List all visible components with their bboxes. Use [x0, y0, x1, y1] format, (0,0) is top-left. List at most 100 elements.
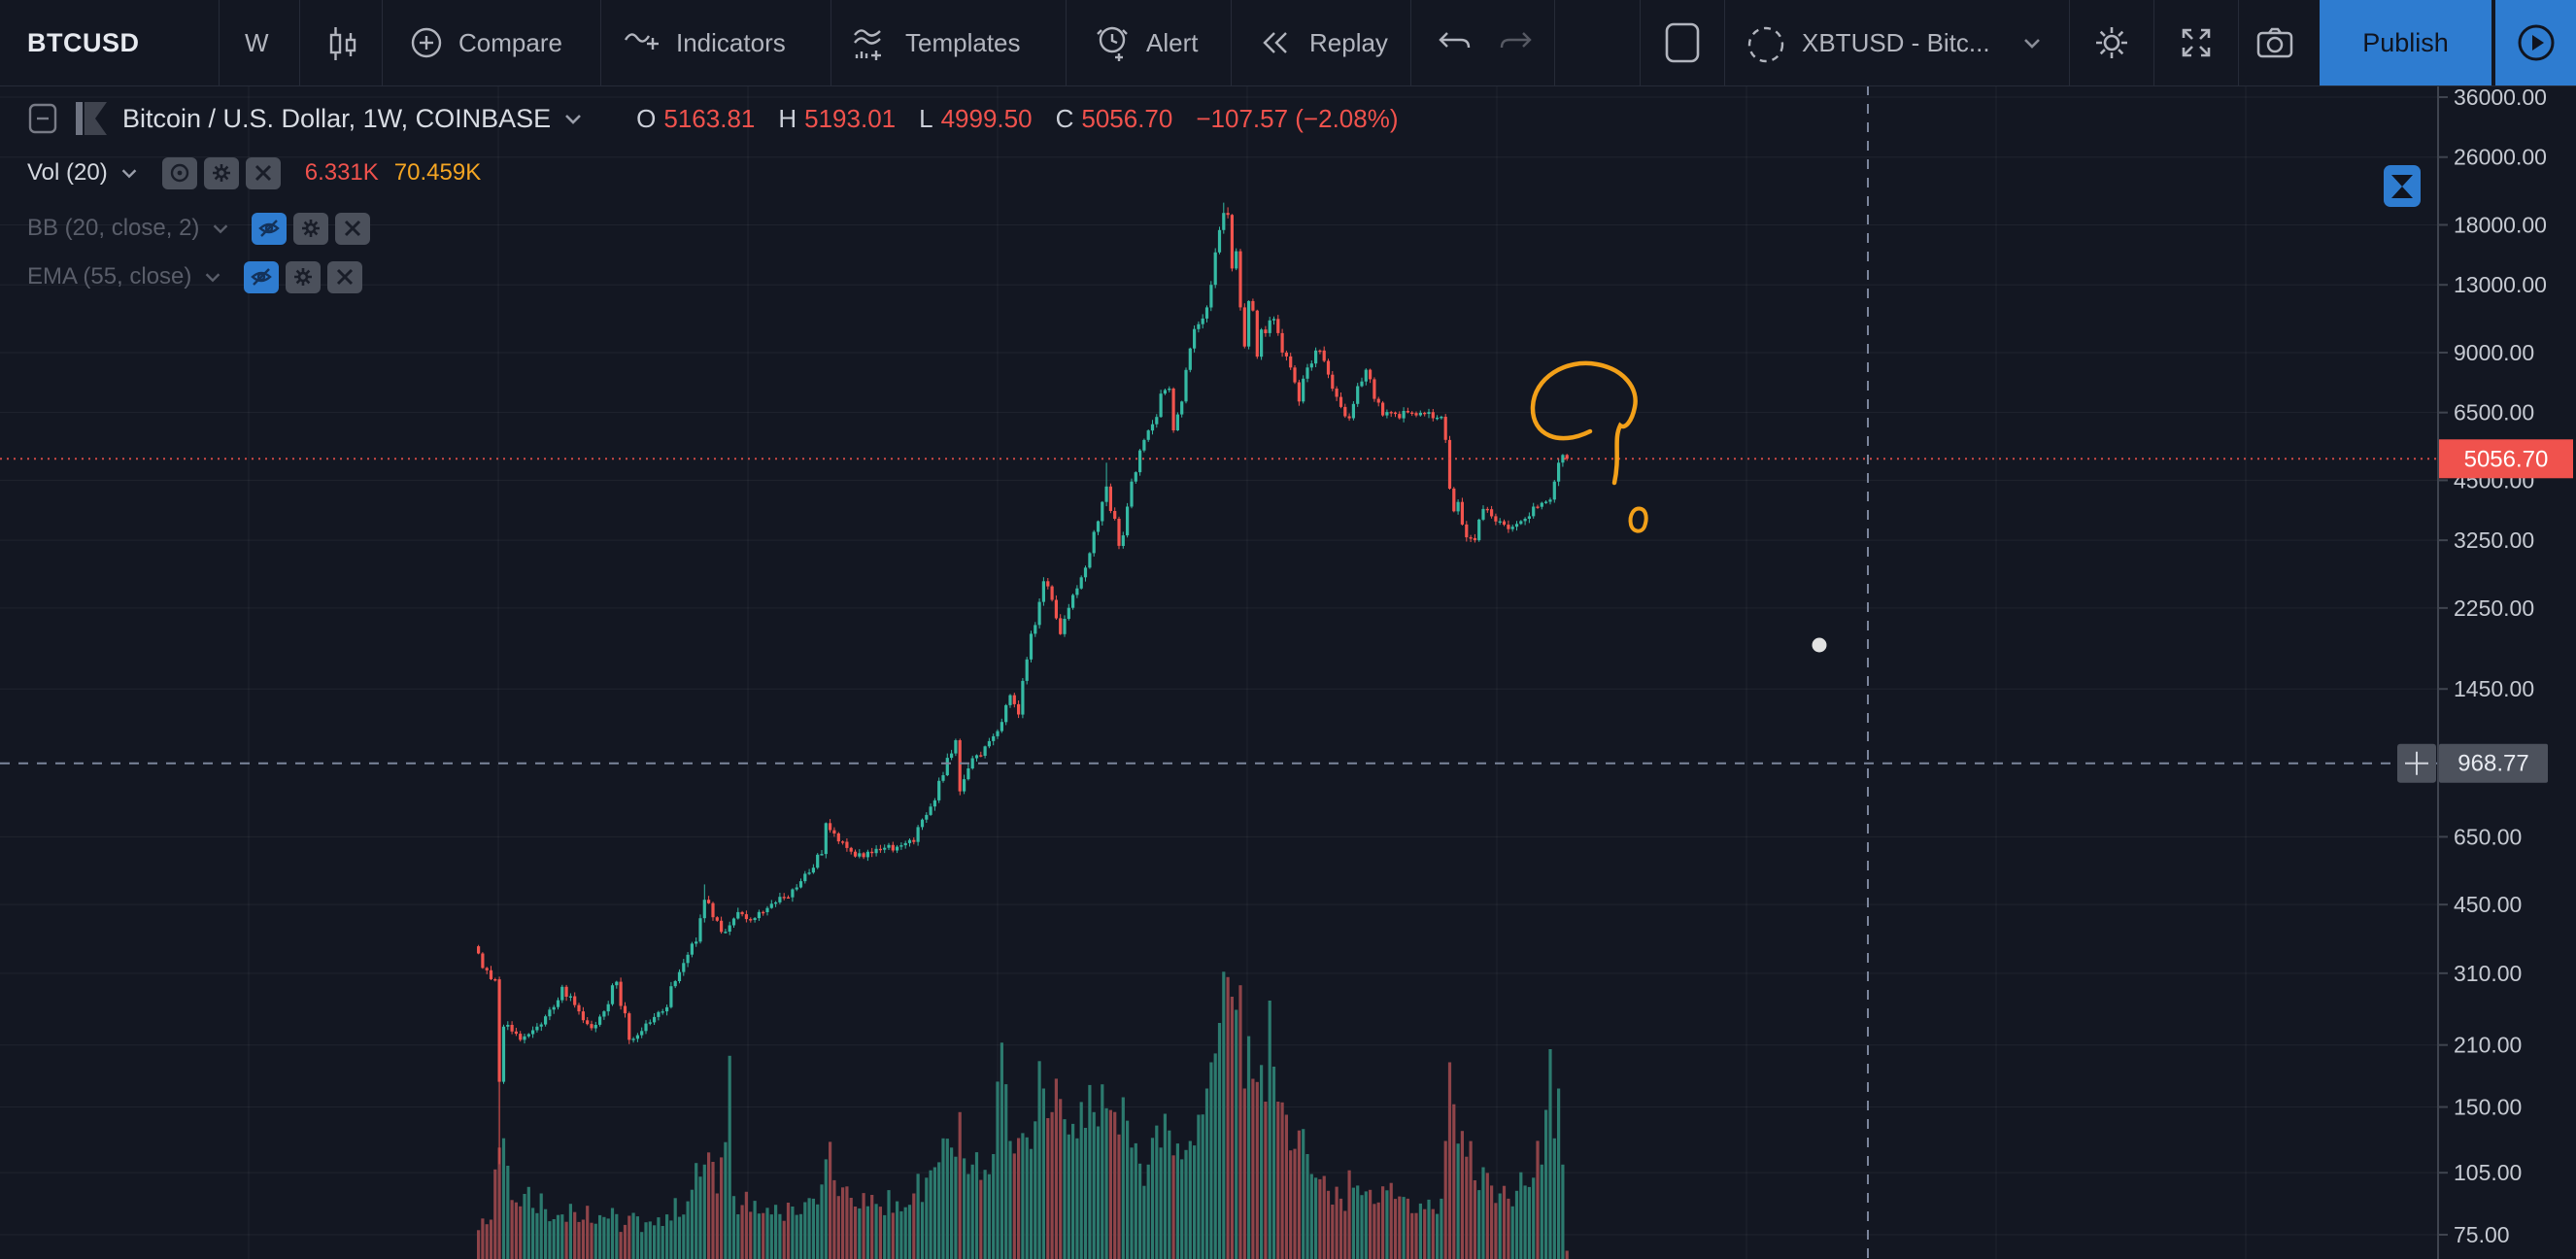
price-axis-label: 6500.00: [2454, 400, 2534, 425]
symbol-label: BTCUSD: [27, 27, 140, 57]
redo-icon: [1494, 20, 1539, 65]
play-circle-icon: [2511, 17, 2561, 68]
ema-visibility-button[interactable]: [244, 260, 280, 293]
symbol-search-button[interactable]: BTCUSD: [27, 0, 140, 85]
volume-visibility-button[interactable]: [161, 156, 197, 189]
open-value: 5163.81: [663, 103, 756, 133]
price-axis-label: 13000.00: [2454, 272, 2547, 297]
price-axis-label: 310.00: [2454, 961, 2522, 986]
chart-settings-button[interactable]: [2088, 0, 2135, 85]
crosshair-plus-icon: [2405, 751, 2428, 775]
close-value: 5056.70: [1081, 103, 1173, 133]
bb-settings-button[interactable]: [293, 212, 329, 245]
alert-button[interactable]: Alert: [1090, 0, 1198, 85]
ema-study-label[interactable]: EMA (55, close): [27, 263, 192, 289]
single-layout-icon: [1659, 18, 1706, 67]
compare-icon: [406, 22, 447, 63]
price-axis-label: 18000.00: [2454, 212, 2547, 237]
drawing-zero[interactable]: [1628, 506, 1648, 533]
snapshot-button[interactable]: [2252, 0, 2298, 85]
drawing-loop[interactable]: [1530, 360, 1638, 486]
price-axis-label: 2250.00: [2454, 595, 2534, 621]
chart-canvas[interactable]: 36000.00 26000.00 18000.00 13000.00 9000.00 6…: [0, 85, 2576, 1259]
change-value: −107.57 (−2.08%): [1196, 103, 1399, 133]
hourglass-triangles-icon: [2389, 171, 2416, 202]
volume-ma-value: 70.459K: [393, 159, 482, 186]
symbol-title[interactable]: Bitcoin / U.S. Dollar, 1W, COINBASE: [122, 103, 552, 133]
collapse-legend-button[interactable]: [27, 102, 58, 135]
current-price-label: 5056.70: [2464, 446, 2549, 472]
candlestick-style-icon: [321, 21, 363, 64]
price-axis-label: 75.00: [2454, 1222, 2510, 1247]
low-value: 4999.50: [940, 103, 1033, 133]
publish-label: Publish: [2362, 27, 2449, 57]
bb-study-label[interactable]: BB (20, close, 2): [27, 215, 200, 241]
compare-button[interactable]: Compare: [406, 0, 562, 85]
symbol-logo-icon: [74, 100, 109, 137]
price-axis-label: 1450.00: [2454, 676, 2534, 701]
price-axis-label: 9000.00: [2454, 340, 2534, 365]
price-axis[interactable]: 36000.00 26000.00 18000.00 13000.00 9000.00 6…: [2397, 85, 2573, 1259]
volume-chevron-icon[interactable]: [118, 161, 141, 185]
volume-bars: [477, 971, 1569, 1259]
volume-settings-button[interactable]: [203, 156, 239, 189]
bb-remove-button[interactable]: [335, 212, 371, 245]
ticker-label: XBTUSD - Bitc...: [1802, 27, 1990, 57]
alert-clock-icon: [1090, 20, 1135, 65]
templates-button[interactable]: Templates: [847, 0, 1021, 85]
templates-icon: [847, 19, 894, 66]
chevron-down-icon: [2019, 30, 2045, 55]
replay-label: Replay: [1309, 27, 1388, 57]
gear-icon: [2088, 19, 2135, 66]
price-axis-label: 450.00: [2454, 892, 2522, 917]
price-axis-label: 26000.00: [2454, 145, 2547, 170]
sketch-circle-icon: [1742, 18, 1790, 67]
layout-select-button[interactable]: [1659, 0, 1706, 85]
fullscreen-button[interactable]: [2174, 0, 2219, 85]
symbol-title-chevron-icon[interactable]: [560, 106, 586, 131]
interval-button[interactable]: W: [245, 0, 269, 85]
price-axis-label: 650.00: [2454, 824, 2522, 849]
brush-drawing[interactable]: [1530, 360, 1648, 533]
bb-chevron-icon[interactable]: [209, 217, 232, 240]
price-axis-label: 36000.00: [2454, 85, 2547, 110]
compare-label: Compare: [458, 27, 562, 57]
price-axis-label: 105.00: [2454, 1160, 2522, 1185]
watchlist-ticker-button[interactable]: XBTUSD - Bitc...: [1742, 0, 2045, 85]
current-price-label-box: [2439, 439, 2573, 479]
volume-study-label[interactable]: Vol (20): [27, 159, 108, 186]
candles: [477, 202, 1569, 1165]
price-axis-label: 150.00: [2454, 1095, 2522, 1120]
alert-label: Alert: [1146, 27, 1199, 57]
indicators-button[interactable]: Indicators: [620, 0, 786, 85]
undo-button[interactable]: [1432, 0, 1476, 85]
redo-button[interactable]: [1494, 0, 1539, 85]
top-toolbar: BTCUSD W Compare Indica: [0, 0, 2576, 86]
templates-label: Templates: [905, 27, 1021, 57]
publish-button[interactable]: Publish: [2320, 0, 2491, 85]
crosshair-price-label-box: [2439, 743, 2548, 783]
crosshair-price-label: 968.77: [2457, 751, 2528, 777]
replay-button[interactable]: Replay: [1255, 0, 1388, 85]
replay-icon: [1255, 21, 1298, 64]
interval-label: W: [245, 27, 269, 57]
ema-remove-button[interactable]: [327, 260, 363, 293]
indicators-label: Indicators: [676, 27, 786, 57]
fullscreen-icon: [2174, 20, 2219, 65]
price-axis-label: 3250.00: [2454, 527, 2534, 553]
price-axis-label: 210.00: [2454, 1033, 2522, 1058]
chart-style-button[interactable]: [321, 0, 363, 85]
camera-icon: [2252, 19, 2298, 66]
volume-remove-button[interactable]: [245, 156, 281, 189]
publish-menu-button[interactable]: [2495, 0, 2576, 85]
indicators-icon: [620, 20, 664, 65]
drawing-anchor-dot[interactable]: [1812, 637, 1827, 653]
bb-visibility-button[interactable]: [252, 212, 288, 245]
ema-settings-button[interactable]: [286, 260, 322, 293]
high-value: 5193.01: [804, 103, 897, 133]
restore-panel-button[interactable]: [2384, 165, 2421, 207]
ohlc-readout: O 5163.81 H 5193.01 L 4999.50 C 5056.70 −107…: [636, 103, 1399, 133]
ema-chevron-icon[interactable]: [201, 265, 224, 289]
volume-value: 6.331K: [304, 159, 379, 186]
